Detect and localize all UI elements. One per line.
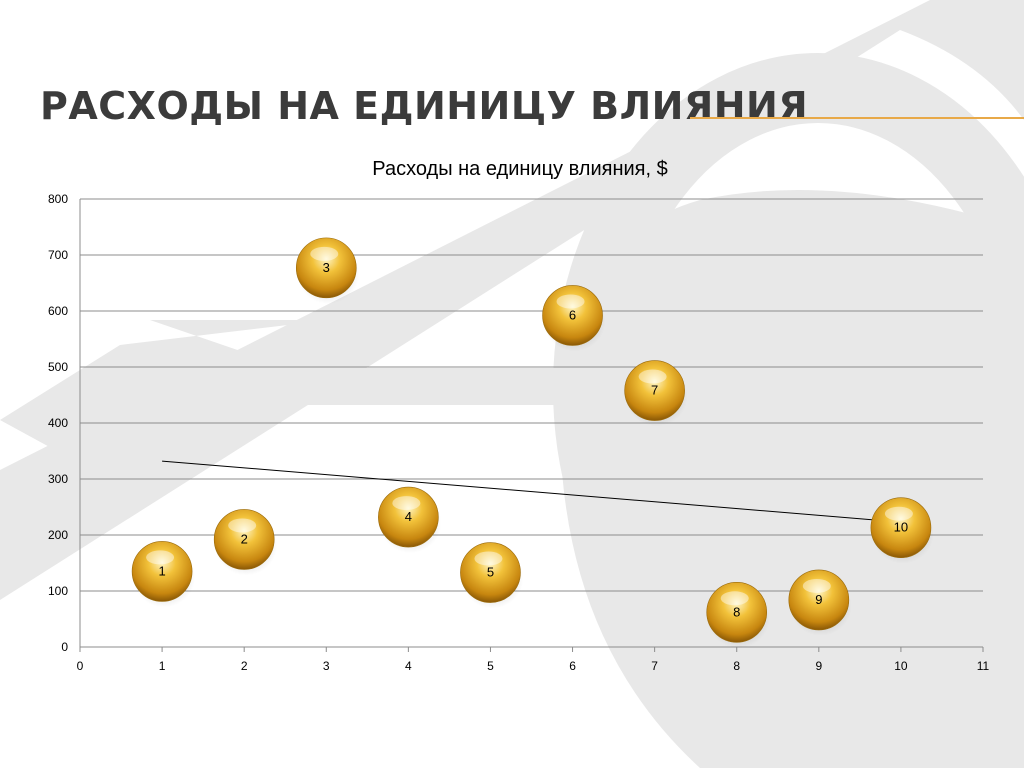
data-point-label: 7 bbox=[651, 383, 658, 398]
data-point-label: 5 bbox=[487, 565, 494, 580]
data-point-label: 10 bbox=[894, 520, 908, 535]
x-tick-label: 10 bbox=[894, 659, 908, 673]
trendline bbox=[162, 460, 901, 523]
y-tick-label: 200 bbox=[48, 528, 68, 542]
data-point: 2 bbox=[213, 509, 278, 576]
y-tick-label: 0 bbox=[61, 640, 68, 654]
x-tick-label: 9 bbox=[815, 659, 822, 673]
chart-title: Расходы на единицу влияния, $ bbox=[372, 158, 667, 180]
x-tick-label: 5 bbox=[487, 659, 494, 673]
x-tick-label: 4 bbox=[405, 659, 412, 673]
x-tick-label: 11 bbox=[977, 659, 990, 673]
x-tick-label: 1 bbox=[159, 659, 166, 673]
data-point: 6 bbox=[542, 285, 606, 352]
data-point-label: 3 bbox=[323, 260, 330, 275]
data-point-label: 6 bbox=[569, 307, 576, 322]
y-tick-label: 500 bbox=[48, 360, 68, 374]
y-tick-label: 100 bbox=[48, 584, 68, 598]
x-tick-label: 8 bbox=[733, 659, 740, 673]
data-point: 5 bbox=[460, 542, 524, 609]
data-point-label: 2 bbox=[241, 531, 248, 546]
data-point: 7 bbox=[624, 360, 688, 427]
data-point: 8 bbox=[706, 581, 770, 649]
x-tick-label: 7 bbox=[651, 659, 658, 673]
title-accent-rule bbox=[690, 117, 1024, 119]
y-tick-label: 600 bbox=[48, 304, 68, 318]
x-tick-label: 0 bbox=[77, 659, 84, 673]
x-tick-label: 3 bbox=[323, 659, 330, 673]
data-point: 9 bbox=[788, 569, 852, 636]
data-point-label: 8 bbox=[733, 604, 740, 619]
x-tick-label: 2 bbox=[241, 659, 248, 673]
slide-title: Расходы на единицу влияния bbox=[40, 84, 809, 128]
data-point-label: 9 bbox=[815, 592, 822, 607]
x-tick-label: 6 bbox=[569, 659, 576, 673]
data-point: 4 bbox=[378, 486, 442, 554]
y-tick-label: 300 bbox=[48, 472, 68, 486]
data-point-label: 1 bbox=[158, 563, 165, 578]
data-point: 10 bbox=[870, 497, 934, 564]
data-point: 1 bbox=[131, 541, 196, 608]
y-tick-label: 400 bbox=[48, 416, 68, 430]
data-point: 3 bbox=[295, 237, 360, 304]
y-tick-label: 800 bbox=[48, 192, 68, 206]
y-tick-label: 700 bbox=[48, 248, 68, 262]
data-point-label: 4 bbox=[405, 509, 412, 524]
